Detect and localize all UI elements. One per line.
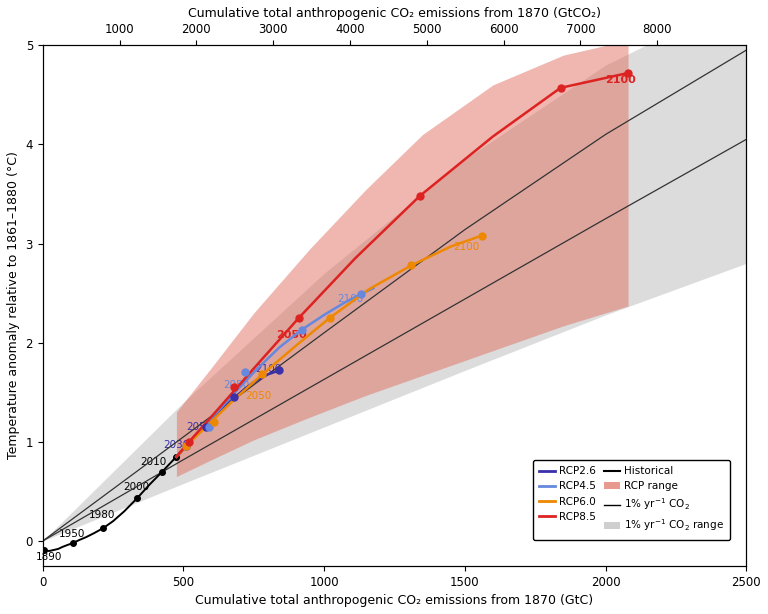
- Text: 1890: 1890: [36, 552, 63, 562]
- Text: 2000: 2000: [124, 483, 150, 492]
- X-axis label: Cumulative total anthropogenic CO₂ emissions from 1870 (GtCO₂): Cumulative total anthropogenic CO₂ emiss…: [188, 7, 601, 20]
- Y-axis label: Temperature anomaly relative to 1861–1880 (°C): Temperature anomaly relative to 1861–188…: [7, 152, 20, 459]
- Legend: RCP2.6, RCP4.5, RCP6.0, RCP8.5, Historical, RCP range, 1% yr$^{-1}$ CO$_2$, 1% y: RCP2.6, RCP4.5, RCP6.0, RCP8.5, Historic…: [533, 460, 730, 540]
- Text: 2100: 2100: [605, 75, 637, 85]
- Text: 2050: 2050: [245, 391, 272, 401]
- Text: 1980: 1980: [89, 510, 115, 520]
- Text: 1950: 1950: [59, 529, 85, 539]
- Text: 2100: 2100: [454, 243, 480, 252]
- Text: 2100: 2100: [337, 294, 363, 304]
- Text: 2030: 2030: [164, 440, 190, 450]
- Text: 2050: 2050: [223, 380, 249, 391]
- Text: 2100: 2100: [255, 365, 281, 375]
- Text: 2050: 2050: [187, 422, 213, 432]
- X-axis label: Cumulative total anthropogenic CO₂ emissions from 1870 (GtC): Cumulative total anthropogenic CO₂ emiss…: [195, 594, 594, 607]
- Text: 2010: 2010: [140, 457, 166, 467]
- Text: 2050: 2050: [276, 330, 307, 340]
